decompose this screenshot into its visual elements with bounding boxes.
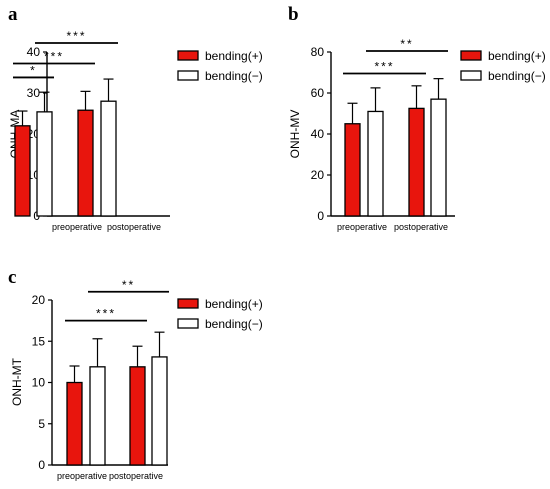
- panel-letter-a: a: [8, 4, 18, 25]
- legend-swatch-bending-plus: [177, 298, 199, 309]
- bar-bending-minus-preoperative: [36, 111, 53, 217]
- legend-a: bending(+) bending(−): [177, 49, 263, 83]
- y-tick-label: 10: [32, 376, 46, 390]
- panel-b: b ONH-MV 0 20 40 60 80 preoperative postoperat…: [288, 4, 546, 232]
- x-tick-label-preoperative: preoperative: [57, 471, 107, 481]
- bar-bending-minus-postoperative: [151, 356, 168, 466]
- bar-bending-minus-postoperative: [430, 98, 447, 217]
- x-tick-label-preoperative: preoperative: [337, 222, 387, 232]
- y-tick-label: 15: [32, 334, 46, 348]
- y-axis-label-b: ONH-MV: [288, 110, 302, 159]
- y-tick-label: 0: [38, 458, 45, 472]
- y-tick-label: 20: [311, 168, 325, 182]
- x-tick-label-postoperative: postoperative: [394, 222, 448, 232]
- significance-label: *: [30, 63, 37, 77]
- y-tick-label: 30: [27, 86, 41, 100]
- y-tick-label: 60: [311, 86, 325, 100]
- legend-label-bending-plus: bending(+): [488, 49, 546, 63]
- x-tick-label-postoperative: postoperative: [107, 222, 161, 232]
- x-tick-label-postoperative: postoperative: [109, 471, 163, 481]
- y-tick-label: 40: [311, 127, 325, 141]
- legend-label-bending-minus: bending(−): [205, 317, 263, 331]
- legend-label-bending-minus: bending(−): [205, 69, 263, 83]
- significance-label: ***: [66, 29, 86, 43]
- legend-c: bending(+) bending(−): [177, 297, 263, 331]
- significance-label: ***: [44, 49, 64, 63]
- legend-swatch-bending-minus: [460, 70, 482, 81]
- bar-bending-minus-preoperative: [367, 110, 384, 217]
- significance-label: **: [400, 37, 413, 51]
- bar-bending-minus-postoperative: [100, 100, 117, 217]
- legend-swatch-bending-plus: [177, 50, 199, 61]
- legend-swatch-bending-plus: [460, 50, 482, 61]
- panel-a: a ONH-MA 010203040preoperativepostoperat…: [8, 4, 263, 232]
- bar-bending-plus-postoperative: [77, 109, 94, 217]
- legend-swatch-bending-minus: [177, 318, 199, 329]
- legend-swatch-bending-minus: [177, 70, 199, 81]
- bar-bending-plus-postoperative: [129, 366, 146, 466]
- legend-b: bending(+) bending(−): [460, 49, 546, 83]
- bar-bending-minus-preoperative: [89, 366, 106, 466]
- plot-area-a: 010203040preoperativepostoperative******…: [13, 29, 170, 232]
- y-tick-label: 80: [311, 45, 325, 59]
- y-tick-label: 5: [38, 417, 45, 431]
- legend-label-bending-plus: bending(+): [205, 297, 263, 311]
- legend-label-bending-plus: bending(+): [205, 49, 263, 63]
- panel-c: c ONH-MT 0 5 10 15 20 preoperative postoperati…: [8, 267, 263, 481]
- bar-bending-plus-preoperative: [66, 381, 83, 466]
- y-tick-label: 0: [317, 209, 324, 223]
- panel-letter-b: b: [288, 4, 299, 25]
- bar-bending-plus-preoperative: [14, 125, 31, 217]
- significance-label: ***: [96, 307, 116, 321]
- y-tick-label: 20: [32, 293, 46, 307]
- bar-bending-plus-preoperative: [344, 123, 361, 217]
- panel-letter-c: c: [8, 267, 16, 288]
- significance-label: **: [122, 278, 135, 292]
- y-axis-label-c: ONH-MT: [10, 357, 24, 406]
- significance-label: ***: [374, 60, 394, 74]
- legend-label-bending-minus: bending(−): [488, 69, 546, 83]
- x-tick-label-preoperative: preoperative: [52, 222, 102, 232]
- bar-bending-plus-postoperative: [408, 107, 425, 217]
- y-tick-label: 40: [27, 45, 41, 59]
